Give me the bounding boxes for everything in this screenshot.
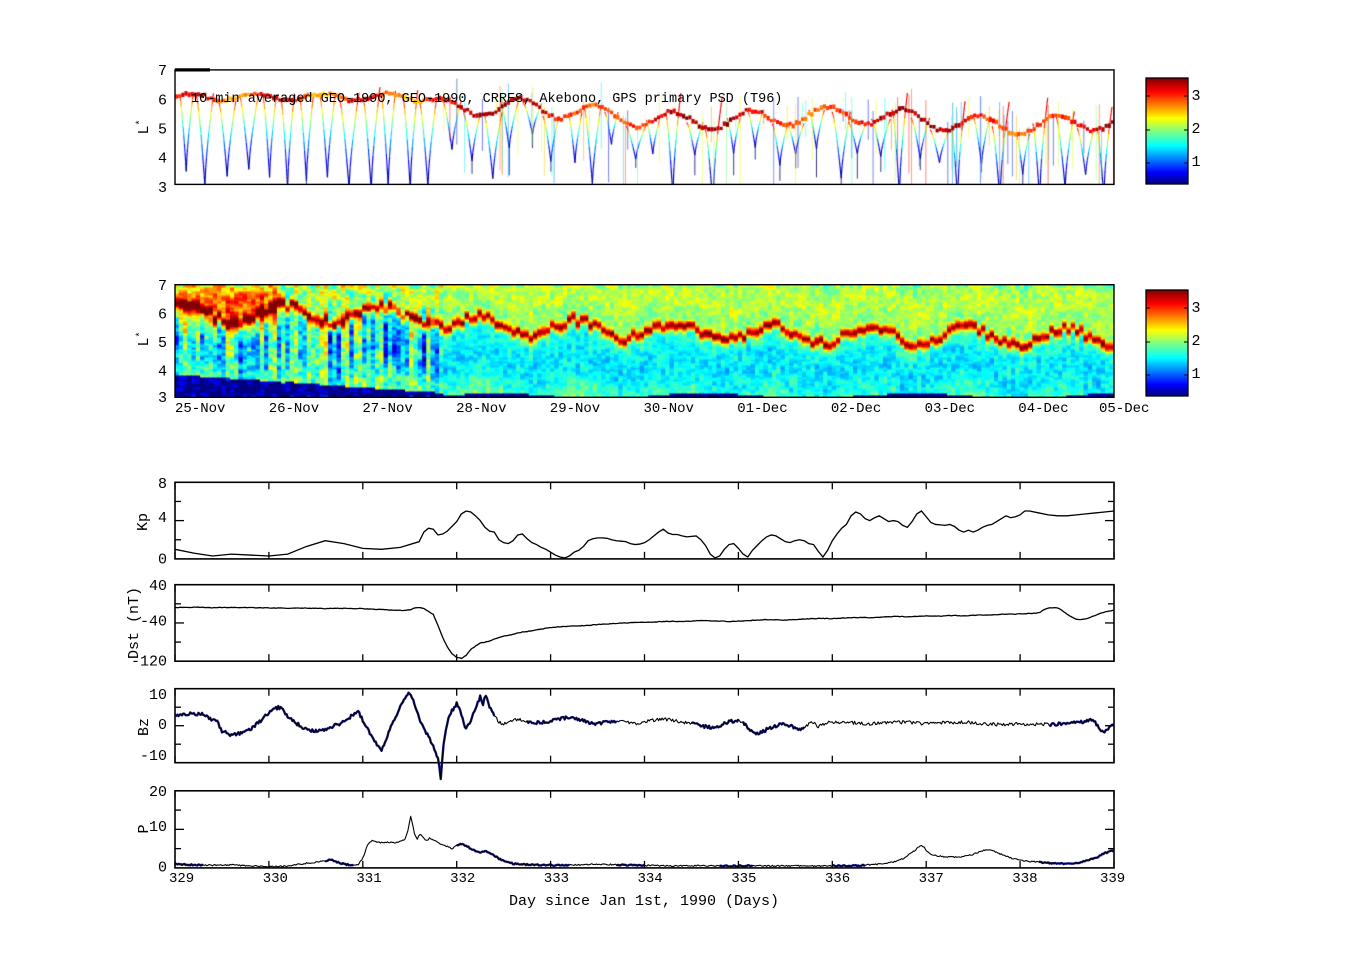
- svg-text:336: 336: [825, 871, 850, 887]
- svg-text:P: P: [136, 824, 153, 833]
- svg-text:331: 331: [356, 871, 381, 887]
- svg-text:337: 337: [919, 871, 944, 887]
- svg-text:Day since Jan 1st, 1990 (Days): Day since Jan 1st, 1990 (Days): [509, 893, 779, 910]
- svg-text:0: 0: [158, 860, 167, 877]
- svg-text:335: 335: [731, 871, 756, 887]
- svg-text:329: 329: [169, 871, 194, 887]
- svg-text:20: 20: [149, 784, 167, 801]
- svg-text:338: 338: [1012, 871, 1037, 887]
- svg-text:333: 333: [544, 871, 569, 887]
- svg-text:334: 334: [638, 871, 663, 887]
- svg-text:332: 332: [450, 871, 475, 887]
- svg-text:330: 330: [263, 871, 288, 887]
- svg-text:339: 339: [1100, 871, 1125, 887]
